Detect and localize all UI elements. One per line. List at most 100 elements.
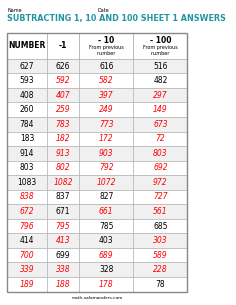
Text: 78: 78 xyxy=(156,280,165,289)
FancyBboxPatch shape xyxy=(7,146,47,161)
FancyBboxPatch shape xyxy=(133,262,187,277)
FancyBboxPatch shape xyxy=(79,59,133,74)
Text: 582: 582 xyxy=(99,76,114,85)
Text: 700: 700 xyxy=(20,251,34,260)
Text: 827: 827 xyxy=(99,192,114,202)
Text: 803: 803 xyxy=(153,149,168,158)
FancyBboxPatch shape xyxy=(47,277,79,292)
Text: 72: 72 xyxy=(156,134,165,143)
Text: 685: 685 xyxy=(153,221,168,231)
Text: 403: 403 xyxy=(99,236,114,245)
Text: 627: 627 xyxy=(20,62,34,70)
Text: 414: 414 xyxy=(20,236,34,245)
Text: 626: 626 xyxy=(56,62,70,70)
FancyBboxPatch shape xyxy=(7,88,47,102)
FancyBboxPatch shape xyxy=(47,161,79,175)
Text: 727: 727 xyxy=(153,192,168,202)
Text: 189: 189 xyxy=(20,280,34,289)
Text: 796: 796 xyxy=(20,221,34,231)
FancyBboxPatch shape xyxy=(47,219,79,233)
FancyBboxPatch shape xyxy=(79,74,133,88)
FancyBboxPatch shape xyxy=(79,204,133,219)
Text: 592: 592 xyxy=(56,76,70,85)
FancyBboxPatch shape xyxy=(133,59,187,74)
FancyBboxPatch shape xyxy=(47,248,79,262)
Text: 260: 260 xyxy=(20,105,34,114)
Text: 149: 149 xyxy=(153,105,168,114)
Text: 802: 802 xyxy=(56,163,70,172)
FancyBboxPatch shape xyxy=(47,117,79,131)
Text: 699: 699 xyxy=(56,251,70,260)
Text: 1082: 1082 xyxy=(53,178,73,187)
FancyBboxPatch shape xyxy=(133,102,187,117)
Text: 303: 303 xyxy=(153,236,168,245)
FancyBboxPatch shape xyxy=(79,233,133,248)
FancyBboxPatch shape xyxy=(7,131,47,146)
FancyBboxPatch shape xyxy=(79,219,133,233)
Text: 792: 792 xyxy=(99,163,114,172)
FancyBboxPatch shape xyxy=(7,190,47,204)
Text: 616: 616 xyxy=(99,62,114,70)
FancyBboxPatch shape xyxy=(7,175,47,190)
FancyBboxPatch shape xyxy=(47,88,79,102)
Text: 188: 188 xyxy=(56,280,70,289)
FancyBboxPatch shape xyxy=(47,175,79,190)
FancyBboxPatch shape xyxy=(79,117,133,131)
Text: 516: 516 xyxy=(153,62,168,70)
FancyBboxPatch shape xyxy=(7,117,47,131)
Text: 913: 913 xyxy=(56,149,70,158)
Text: 172: 172 xyxy=(99,134,114,143)
Text: 773: 773 xyxy=(99,120,114,129)
Text: 903: 903 xyxy=(99,149,114,158)
Text: From previous
number: From previous number xyxy=(143,45,178,56)
Text: 249: 249 xyxy=(99,105,114,114)
FancyBboxPatch shape xyxy=(47,102,79,117)
FancyBboxPatch shape xyxy=(79,146,133,161)
FancyBboxPatch shape xyxy=(79,131,133,146)
FancyBboxPatch shape xyxy=(47,59,79,74)
FancyBboxPatch shape xyxy=(47,233,79,248)
Text: 339: 339 xyxy=(20,265,34,274)
FancyBboxPatch shape xyxy=(133,175,187,190)
FancyBboxPatch shape xyxy=(133,204,187,219)
FancyBboxPatch shape xyxy=(7,59,47,74)
FancyBboxPatch shape xyxy=(79,262,133,277)
Text: 689: 689 xyxy=(99,251,114,260)
FancyBboxPatch shape xyxy=(47,204,79,219)
FancyBboxPatch shape xyxy=(7,161,47,175)
FancyBboxPatch shape xyxy=(79,33,133,59)
FancyBboxPatch shape xyxy=(7,204,47,219)
FancyBboxPatch shape xyxy=(79,102,133,117)
FancyBboxPatch shape xyxy=(133,190,187,204)
Text: 482: 482 xyxy=(153,76,168,85)
Text: Name: Name xyxy=(7,8,22,13)
Text: 795: 795 xyxy=(56,221,70,231)
Text: 413: 413 xyxy=(56,236,70,245)
Text: - 100: - 100 xyxy=(150,36,171,45)
FancyBboxPatch shape xyxy=(133,233,187,248)
Text: 228: 228 xyxy=(153,265,168,274)
Text: 671: 671 xyxy=(56,207,70,216)
FancyBboxPatch shape xyxy=(133,88,187,102)
Text: 589: 589 xyxy=(153,251,168,260)
FancyBboxPatch shape xyxy=(47,33,79,59)
FancyBboxPatch shape xyxy=(79,161,133,175)
FancyBboxPatch shape xyxy=(79,175,133,190)
Text: 783: 783 xyxy=(56,120,70,129)
FancyBboxPatch shape xyxy=(7,262,47,277)
Text: SUBTRACTING 1, 10 AND 100 SHEET 1 ANSWERS: SUBTRACTING 1, 10 AND 100 SHEET 1 ANSWER… xyxy=(7,14,226,23)
Text: math-salamanders.com: math-salamanders.com xyxy=(72,296,123,300)
FancyBboxPatch shape xyxy=(47,190,79,204)
FancyBboxPatch shape xyxy=(47,262,79,277)
Text: 837: 837 xyxy=(56,192,70,202)
Text: 183: 183 xyxy=(20,134,34,143)
FancyBboxPatch shape xyxy=(133,74,187,88)
Text: 297: 297 xyxy=(153,91,168,100)
FancyBboxPatch shape xyxy=(133,33,187,59)
FancyBboxPatch shape xyxy=(133,248,187,262)
Text: 784: 784 xyxy=(20,120,34,129)
Text: 972: 972 xyxy=(153,178,168,187)
Text: 397: 397 xyxy=(99,91,114,100)
Text: 328: 328 xyxy=(99,265,114,274)
Text: 838: 838 xyxy=(20,192,34,202)
